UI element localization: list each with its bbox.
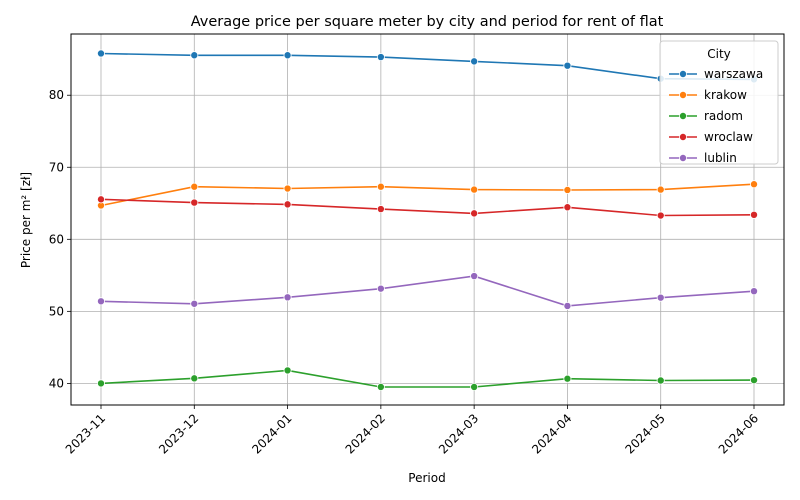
legend-label: krakow [704, 88, 747, 102]
data-point-wroclaw [750, 210, 759, 219]
data-point-lublin [190, 299, 199, 308]
series-lines [97, 49, 759, 391]
series-line-krakow [100, 183, 755, 207]
data-point-warszawa [376, 53, 385, 62]
legend-label: radom [704, 109, 743, 123]
data-point-krakow [470, 185, 479, 194]
series-line-warszawa [100, 52, 755, 81]
data-point-wroclaw [376, 205, 385, 214]
axes: 2023-11 2023-12 2024-01 2024-02 2024-03 2024-… [49, 88, 761, 456]
legend-swatch-marker [679, 153, 688, 162]
data-point-krakow [750, 180, 759, 189]
legend-label: warszawa [704, 67, 763, 81]
legend-item-krakow: krakow [669, 88, 747, 102]
y-axis-title: Price per m² [zł] [19, 172, 33, 268]
y-tick-label: 50 [49, 304, 64, 318]
data-point-wroclaw [190, 198, 199, 207]
data-point-radom [190, 374, 199, 383]
data-point-krakow [190, 182, 199, 191]
x-tick-label: 2024-02 [343, 411, 388, 456]
series-warszawa [97, 49, 759, 84]
data-point-krakow [656, 185, 665, 194]
data-point-warszawa [190, 51, 199, 60]
data-point-warszawa [283, 51, 292, 60]
data-point-krakow [376, 182, 385, 191]
data-point-wroclaw [563, 203, 572, 212]
legend-item-radom: radom [669, 109, 743, 123]
chart-title: Average price per square meter by city a… [191, 14, 664, 30]
x-tick-label: 2024-05 [622, 411, 667, 456]
data-point-wroclaw [97, 195, 106, 204]
series-line-radom [100, 369, 755, 388]
x-tick-label: 2024-04 [529, 411, 574, 456]
legend-swatch-marker [679, 91, 688, 100]
y-tick-label: 60 [49, 232, 64, 246]
legend-item-lublin: lublin [669, 151, 737, 165]
y-tick-label: 70 [49, 160, 64, 174]
legend: City warszawa krakow radom wroclaw lublin [659, 40, 779, 165]
y-tick-label: 40 [49, 376, 64, 390]
legend-swatch-marker [679, 112, 688, 121]
data-point-warszawa [97, 49, 106, 58]
data-point-radom [283, 366, 292, 375]
data-point-lublin [283, 293, 292, 302]
series-radom [97, 366, 759, 391]
legend-title: City [707, 47, 731, 61]
data-point-radom [97, 379, 106, 388]
x-tick-label: 2024-06 [716, 411, 761, 456]
legend-item-wroclaw: wroclaw [669, 130, 753, 144]
data-point-wroclaw [656, 211, 665, 220]
data-point-krakow [283, 184, 292, 193]
series-line-lublin [100, 275, 755, 307]
data-point-warszawa [470, 57, 479, 66]
x-axis-title: Period [408, 471, 445, 485]
legend-swatch-marker [679, 132, 688, 141]
series-krakow [97, 180, 759, 210]
data-point-lublin [750, 287, 759, 296]
legend-swatch-marker [679, 70, 688, 79]
data-point-radom [750, 376, 759, 385]
data-point-warszawa [563, 61, 572, 70]
data-point-radom [656, 376, 665, 385]
data-point-radom [563, 374, 572, 383]
data-point-lublin [97, 297, 106, 306]
data-point-krakow [563, 185, 572, 194]
series-line-wroclaw [100, 198, 755, 217]
series-lublin [97, 272, 759, 310]
legend-box [659, 40, 779, 165]
data-point-wroclaw [470, 209, 479, 218]
x-tick-label: 2023-12 [156, 411, 201, 456]
legend-label: lublin [704, 151, 737, 165]
legend-label: wroclaw [704, 130, 753, 144]
data-point-radom [376, 382, 385, 391]
x-tick-label: 2023-11 [63, 411, 108, 456]
data-point-radom [470, 382, 479, 391]
x-tick-label: 2024-01 [249, 411, 294, 456]
data-point-lublin [376, 284, 385, 293]
plot-frame [70, 33, 785, 406]
data-point-lublin [470, 272, 479, 281]
y-tick-label: 80 [49, 88, 64, 102]
legend-item-warszawa: warszawa [669, 67, 763, 81]
data-point-wroclaw [283, 200, 292, 209]
series-wroclaw [97, 195, 759, 220]
x-tick-label: 2024-03 [436, 411, 481, 456]
data-point-lublin [563, 301, 572, 310]
data-point-lublin [656, 293, 665, 302]
